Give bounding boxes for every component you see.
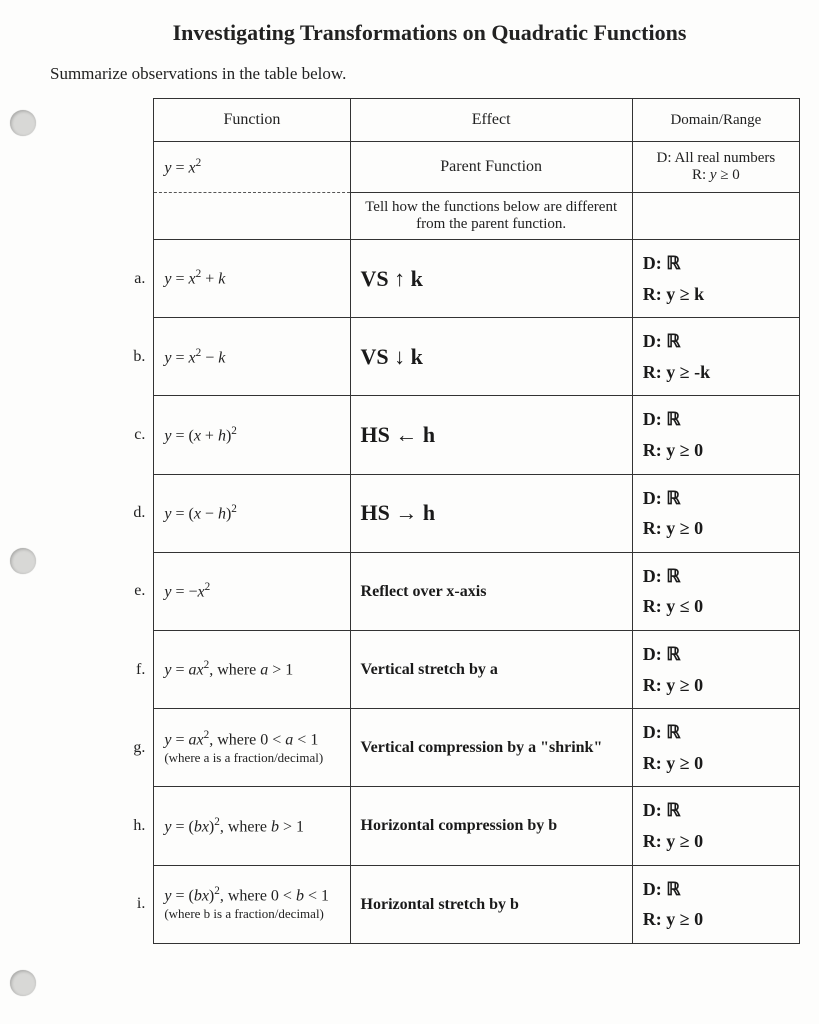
row-label: e.: [120, 552, 154, 630]
worksheet-page: Investigating Transformations on Quadrat…: [0, 0, 819, 964]
row-label: d.: [120, 474, 154, 552]
col-header-domain-range: Domain/Range: [632, 99, 799, 142]
domain: D: ℝ: [643, 331, 681, 351]
function-cell: y = ax2, where a > 1: [154, 630, 350, 708]
function-cell: y = −x2: [154, 552, 350, 630]
table-row: a. y = x2 + k VS ↑ k D: ℝ R: y ≥ k: [120, 240, 800, 318]
row-label: f.: [120, 630, 154, 708]
label-spacer: [120, 99, 154, 142]
effect-cell: Vertical compression by a "shrink": [350, 709, 632, 787]
function-cell: y = x2 − k: [154, 318, 350, 396]
range: R: y ≥ 0: [643, 831, 703, 851]
label-spacer: [120, 142, 154, 193]
row-label: c.: [120, 396, 154, 474]
effect-cell: Reflect over x-axis: [350, 552, 632, 630]
table-row: f. y = ax2, where a > 1 Vertical stretch…: [120, 630, 800, 708]
function-cell: y = ax2, where 0 < a < 1 (where a is a f…: [154, 709, 350, 787]
table-row: d. y = (x − h)2 HS → h D: ℝ R: y ≥ 0: [120, 474, 800, 552]
range: R: y ≥ -k: [643, 362, 710, 382]
table-container: Function Effect Domain/Range y = x2 Pare…: [120, 98, 809, 944]
punch-hole: [10, 548, 36, 574]
punch-hole: [10, 970, 36, 996]
effect-cell: VS ↑ k: [350, 240, 632, 318]
row-label: a.: [120, 240, 154, 318]
function-cell: y = (x − h)2: [154, 474, 350, 552]
domain-range-cell: D: ℝ R: y ≥ 0: [632, 787, 799, 865]
function-cell: y = (x + h)2: [154, 396, 350, 474]
domain-range-cell: D: ℝ R: y ≥ -k: [632, 318, 799, 396]
row-label: i.: [120, 865, 154, 943]
domain-range-cell: D: ℝ R: y ≥ k: [632, 240, 799, 318]
function-note: (where b is a fraction/decimal): [164, 906, 324, 921]
range: R: y ≥ k: [643, 284, 704, 304]
function-note: (where a is a fraction/decimal): [164, 750, 323, 765]
parent-domain-range: D: All real numbers R: y ≥ 0: [632, 142, 799, 193]
effect-cell: VS ↓ k: [350, 318, 632, 396]
parent-range: R: y ≥ 0: [692, 167, 740, 183]
table-row: h. y = (bx)2, where b > 1 Horizontal com…: [120, 787, 800, 865]
range: R: y ≥ 0: [643, 753, 703, 773]
domain: D: ℝ: [643, 566, 681, 586]
row-label: g.: [120, 709, 154, 787]
col-header-effect: Effect: [350, 99, 632, 142]
effect-cell: Vertical stretch by a: [350, 630, 632, 708]
domain: D: ℝ: [643, 722, 681, 742]
transformations-table: Function Effect Domain/Range y = x2 Pare…: [120, 98, 800, 944]
empty-cell: [632, 193, 799, 240]
parent-function: y = x2: [154, 142, 350, 193]
instruction-row: Tell how the functions below are differe…: [120, 193, 800, 240]
page-subtitle: Summarize observations in the table belo…: [50, 64, 809, 84]
table-row: e. y = −x2 Reflect over x-axis D: ℝ R: y…: [120, 552, 800, 630]
label-spacer: [120, 193, 154, 240]
domain: D: ℝ: [643, 644, 681, 664]
effect-cell: Horizontal compression by b: [350, 787, 632, 865]
effect-cell: HS → h: [350, 474, 632, 552]
domain-range-cell: D: ℝ R: y ≥ 0: [632, 709, 799, 787]
parent-row: y = x2 Parent Function D: All real numbe…: [120, 142, 800, 193]
parent-domain: D: All real numbers: [657, 150, 776, 166]
range: R: y ≥ 0: [643, 675, 703, 695]
function-cell: y = x2 + k: [154, 240, 350, 318]
domain-range-cell: D: ℝ R: y ≥ 0: [632, 630, 799, 708]
punch-hole: [10, 110, 36, 136]
range: R: y ≥ 0: [643, 518, 703, 538]
function-cell: y = (bx)2, where b > 1: [154, 787, 350, 865]
domain: D: ℝ: [643, 409, 681, 429]
domain-range-cell: D: ℝ R: y ≤ 0: [632, 552, 799, 630]
col-header-function: Function: [154, 99, 350, 142]
domain: D: ℝ: [643, 488, 681, 508]
row-label: b.: [120, 318, 154, 396]
table-row: i. y = (bx)2, where 0 < b < 1 (where b i…: [120, 865, 800, 943]
instruction-text: Tell how the functions below are differe…: [350, 193, 632, 240]
domain: D: ℝ: [643, 800, 681, 820]
table-row: c. y = (x + h)2 HS ← h D: ℝ R: y ≥ 0: [120, 396, 800, 474]
table-row: b. y = x2 − k VS ↓ k D: ℝ R: y ≥ -k: [120, 318, 800, 396]
domain: D: ℝ: [643, 253, 681, 273]
table-row: g. y = ax2, where 0 < a < 1 (where a is …: [120, 709, 800, 787]
effect-cell: HS ← h: [350, 396, 632, 474]
effect-cell: Horizontal stretch by b: [350, 865, 632, 943]
function-cell: y = (bx)2, where 0 < b < 1 (where b is a…: [154, 865, 350, 943]
header-row: Function Effect Domain/Range: [120, 99, 800, 142]
range: R: y ≤ 0: [643, 596, 703, 616]
range: R: y ≥ 0: [643, 440, 703, 460]
parent-effect: Parent Function: [350, 142, 632, 193]
page-title: Investigating Transformations on Quadrat…: [50, 20, 809, 46]
domain-range-cell: D: ℝ R: y ≥ 0: [632, 474, 799, 552]
domain: D: ℝ: [643, 879, 681, 899]
empty-cell: [154, 193, 350, 240]
range: R: y ≥ 0: [643, 909, 703, 929]
domain-range-cell: D: ℝ R: y ≥ 0: [632, 396, 799, 474]
domain-range-cell: D: ℝ R: y ≥ 0: [632, 865, 799, 943]
row-label: h.: [120, 787, 154, 865]
